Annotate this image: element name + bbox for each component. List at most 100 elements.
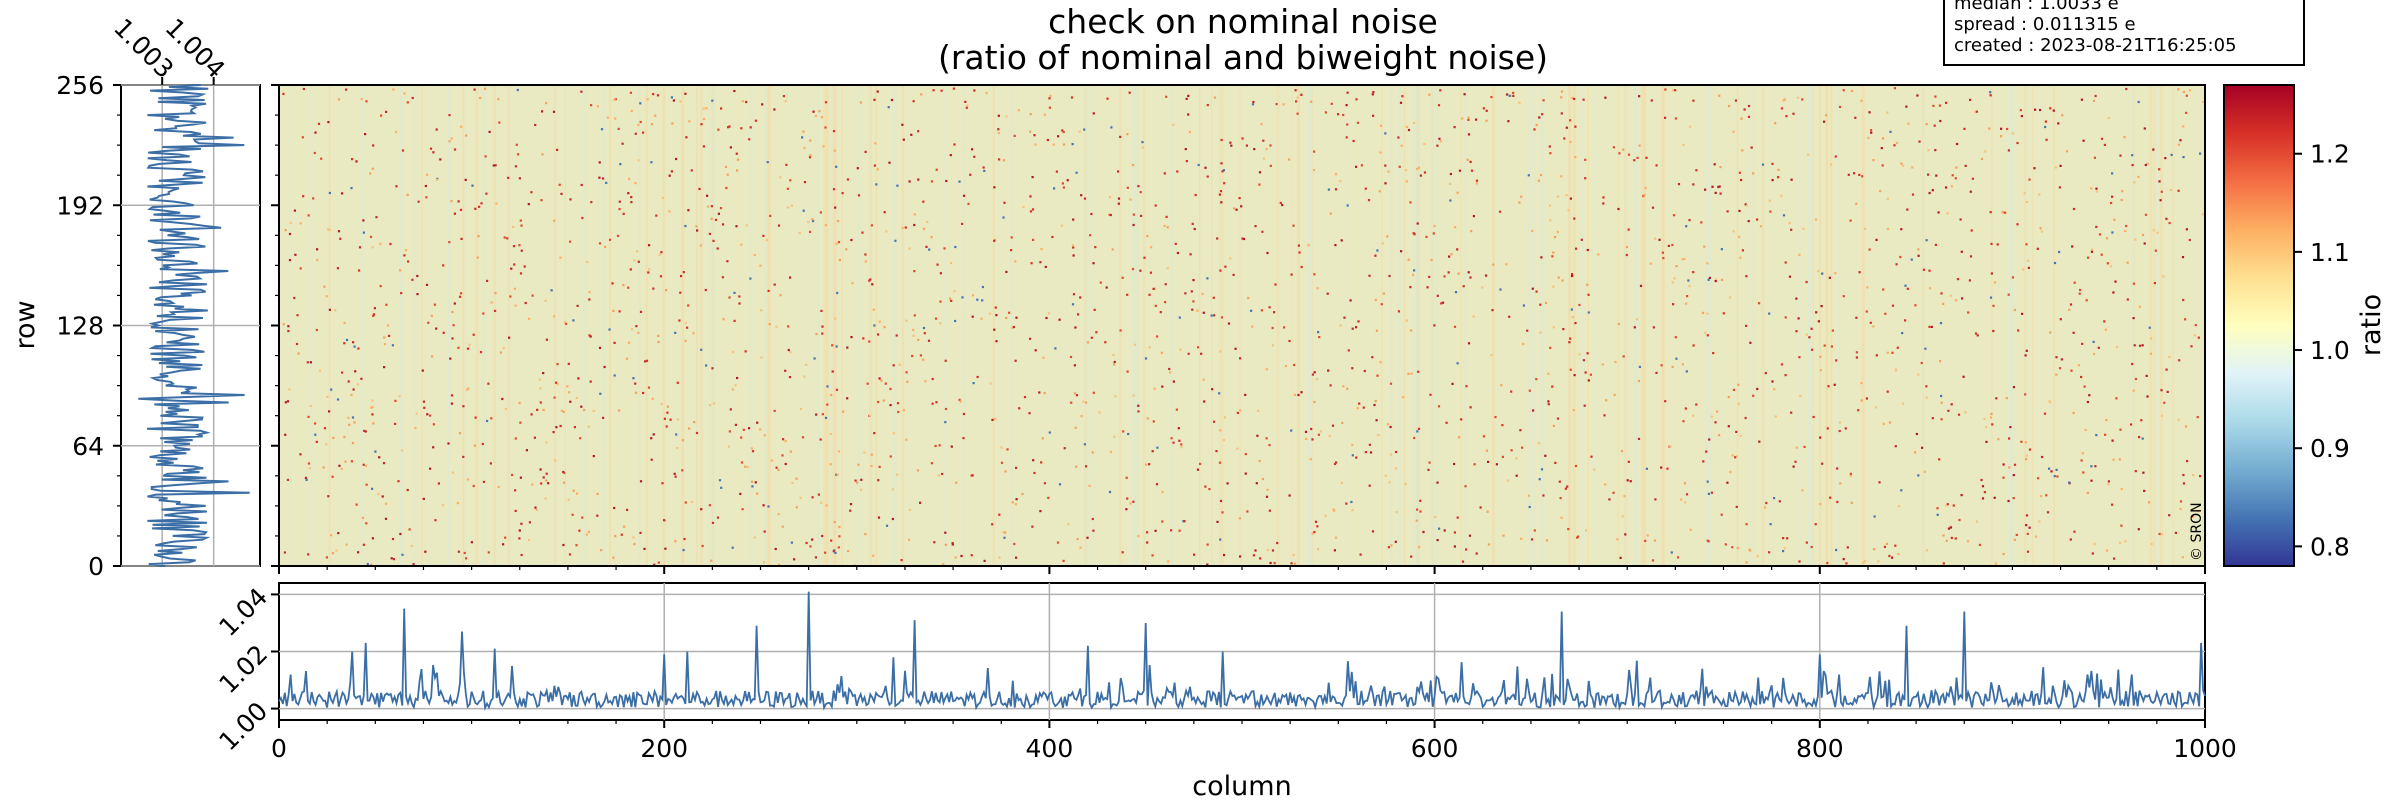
heatmap-pixel [1664, 116, 1667, 119]
heatmap-pixel [708, 232, 711, 235]
heatmap-pixel [1129, 502, 1132, 505]
column-stripe [711, 85, 714, 566]
heatmap-pixel [351, 416, 355, 419]
heatmap-pixel [1048, 312, 1051, 315]
heatmap-pixel [1829, 496, 1832, 499]
heatmap-pixel [1669, 445, 1672, 448]
heatmap-pixel [870, 224, 873, 227]
column-stripe [475, 85, 479, 566]
column-stripe [712, 85, 715, 566]
heatmap-pixel [2177, 143, 2180, 146]
heatmap-pixel [1281, 203, 1284, 207]
heatmap-pixel [606, 116, 609, 119]
heatmap-pixel [365, 522, 368, 525]
heatmap-pixel [1288, 339, 1291, 343]
heatmap-pixel [630, 201, 633, 204]
heatmap-pixel [1738, 209, 1741, 212]
heatmap-pixel [1950, 403, 1953, 406]
heatmap-pixel [331, 552, 334, 555]
heatmap-pixel [1940, 401, 1943, 404]
heatmap-pixel [1962, 375, 1965, 378]
heatmap-pixel [1499, 210, 1502, 213]
heatmap-pixel [1161, 385, 1164, 388]
heatmap-pixel [1384, 182, 1387, 185]
heatmap-pixel [1185, 160, 1188, 163]
heatmap-pixel [1674, 89, 1677, 92]
heatmap-pixel [1507, 120, 1510, 123]
heatmap-pixel [1482, 107, 1485, 110]
heatmap-pixel [1734, 456, 1737, 459]
row-profile-x-tick-label: 1.004 [160, 13, 231, 84]
heatmap-pixel [435, 327, 438, 330]
heatmap-pixel [473, 88, 476, 91]
heatmap-pixel [971, 148, 974, 151]
column-stripe [1991, 85, 1993, 566]
heatmap-pixel [589, 380, 592, 383]
info-box-frame [1943, 0, 2305, 66]
heatmap-pixel [307, 553, 310, 556]
heatmap-pixel [403, 92, 406, 95]
heatmap-pixel [2148, 326, 2151, 329]
heatmap-pixel [1618, 152, 1621, 155]
heatmap-pixel [523, 265, 526, 268]
heatmap-pixel [1367, 199, 1371, 202]
heatmap-pixel [1410, 372, 1413, 375]
column-stripe [1624, 85, 1627, 566]
heatmap-pixel [1980, 157, 1984, 160]
heatmap-pixel [1164, 301, 1167, 304]
column-stripe [1416, 85, 1419, 566]
heatmap-pixel [1113, 360, 1116, 364]
heatmap-pixel [871, 283, 874, 286]
heatmap-pixel [1735, 430, 1738, 433]
heatmap-pixel [401, 449, 404, 452]
heatmap-pixel [1224, 265, 1227, 268]
heatmap-pixel [2118, 458, 2121, 461]
heatmap-pixel [1426, 286, 1429, 289]
heatmap-pixel [435, 128, 438, 131]
column-stripe [1587, 85, 1588, 566]
heatmap-pixel [1453, 462, 1456, 466]
heatmap-pixel [1722, 312, 1725, 315]
heatmap-pixel [1886, 197, 1889, 200]
column-stripe [645, 85, 648, 566]
heatmap-pixel [750, 447, 753, 450]
heatmap-pixel [1574, 125, 1577, 128]
heatmap-pixel [883, 211, 886, 214]
heatmap-pixel [1070, 96, 1074, 99]
heatmap-pixel [1425, 235, 1428, 238]
heatmap-pixel [550, 289, 553, 292]
heatmap-pixel [1734, 99, 1738, 102]
heatmap-pixel [2165, 368, 2168, 371]
heatmap-pixel [1528, 505, 1531, 509]
heatmap-pixel [1946, 503, 1949, 506]
heatmap-pixel [831, 370, 834, 373]
heatmap-pixel [1560, 175, 1563, 178]
heatmap-pixel [453, 302, 456, 305]
heatmap-pixel [784, 462, 787, 466]
heatmap-pixel [642, 131, 645, 134]
heatmap-pixel [1132, 500, 1135, 503]
heatmap-pixel [1778, 500, 1781, 503]
heatmap-pixel [954, 319, 957, 323]
heatmap-pixel [1922, 268, 1925, 271]
heatmap-pixel [1880, 147, 1883, 150]
heatmap-pixel [2061, 114, 2064, 117]
heatmap-pixel [1345, 502, 1348, 505]
heatmap-pixel [1063, 447, 1066, 450]
heatmap-pixel [316, 248, 319, 251]
heatmap-pixel [1189, 253, 1192, 256]
column-stripe [1397, 85, 1401, 566]
heatmap-pixel [2130, 423, 2133, 426]
heatmap-pixel [1283, 326, 1286, 329]
heatmap-pixel [371, 399, 374, 402]
heatmap-pixel [994, 418, 997, 421]
heatmap-pixel [1010, 249, 1013, 252]
heatmap-pixel [2028, 178, 2031, 181]
heatmap-pixel [805, 541, 808, 545]
heatmap-pixel [1718, 94, 1721, 97]
heatmap-pixel [846, 346, 849, 349]
heatmap-pixel [874, 142, 877, 145]
heatmap-pixel [1681, 363, 1684, 366]
heatmap-pixel [1309, 458, 1312, 461]
heatmap-pixel [1737, 383, 1740, 386]
